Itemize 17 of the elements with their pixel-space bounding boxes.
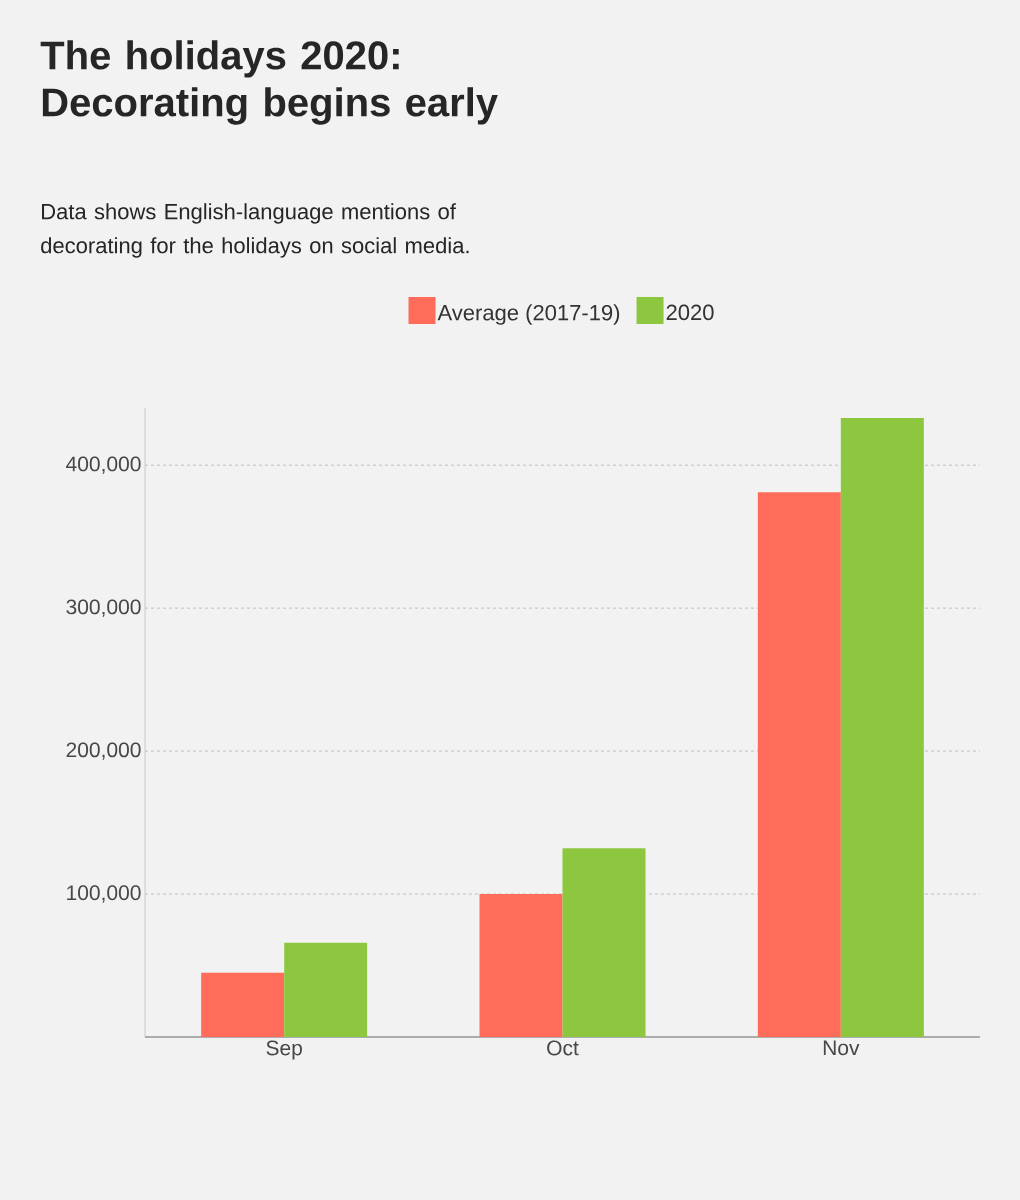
bar <box>479 894 563 1037</box>
legend-label: Average (2017-19) <box>437 304 620 325</box>
x-tick-label: Nov <box>823 1040 860 1056</box>
chart-subtitle: Data shows English-language mentions of decorating for the holidays on social media. <box>41 203 469 258</box>
bar <box>757 492 841 1037</box>
y-tick-label: 300,000 <box>66 599 141 617</box>
chart-title: The holidays 2020: Decorating begins early <box>40 40 498 125</box>
x-tick-label: Sep <box>266 1040 302 1060</box>
x-tick-label: Oct <box>547 1040 579 1056</box>
y-tick-label: 200,000 <box>66 742 141 760</box>
legend-label: 2020 <box>666 304 714 321</box>
bar <box>284 942 368 1037</box>
bar <box>562 848 646 1037</box>
bar <box>201 972 285 1037</box>
y-tick-label: 400,000 <box>66 456 141 474</box>
y-tick-label: 100,000 <box>67 885 141 903</box>
bar <box>840 418 924 1037</box>
